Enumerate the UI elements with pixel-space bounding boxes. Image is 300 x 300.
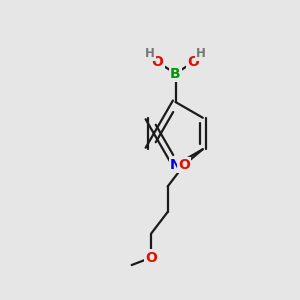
Text: H: H [145, 47, 155, 60]
Text: N: N [170, 158, 181, 172]
Text: H: H [196, 47, 206, 60]
Text: O: O [145, 250, 157, 265]
Text: O: O [152, 55, 164, 69]
Text: B: B [170, 67, 181, 80]
Text: O: O [188, 55, 200, 69]
Text: O: O [178, 158, 190, 172]
